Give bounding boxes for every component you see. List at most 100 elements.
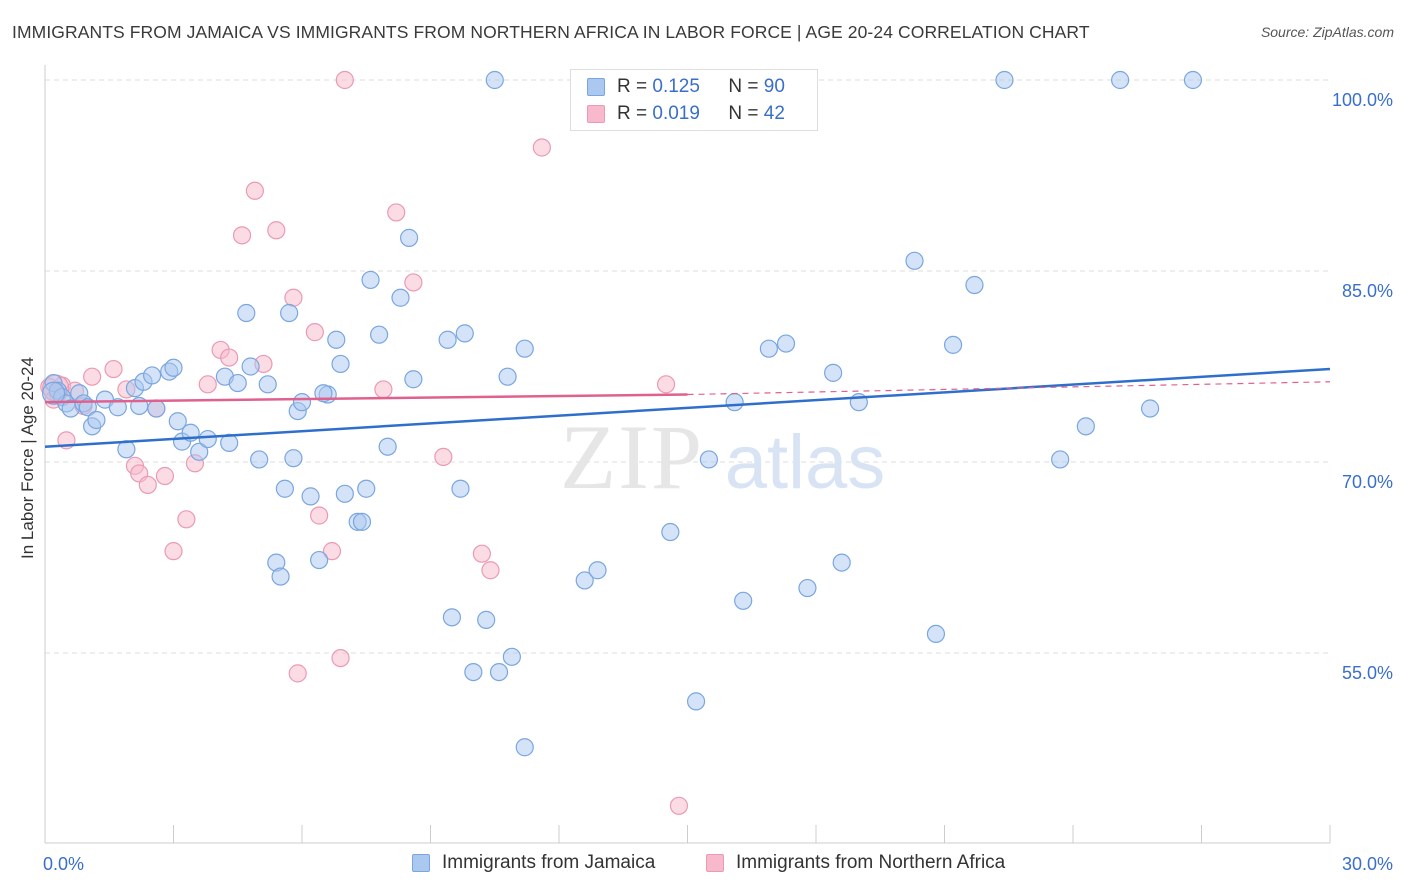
point-jamaica xyxy=(832,553,851,572)
point-jamaica xyxy=(1076,417,1095,436)
point-jamaica xyxy=(575,571,594,590)
point-jamaica xyxy=(228,373,247,393)
point-jamaica xyxy=(798,578,817,598)
legend-r-label: R = xyxy=(617,76,648,97)
legend-row-jamaica: R = 0.125 N = 90 xyxy=(587,76,785,98)
point-jamaica xyxy=(1111,70,1130,90)
point-jamaica xyxy=(190,442,209,461)
point-jamaica xyxy=(284,449,303,468)
point-nafrica xyxy=(532,138,551,157)
series-jamaica-points xyxy=(41,70,1203,757)
watermark-zip: ZIP xyxy=(560,406,704,508)
bottom-legend-jamaica: Immigrants from Jamaica xyxy=(412,852,655,874)
point-jamaica xyxy=(301,487,320,506)
point-jamaica xyxy=(498,367,517,386)
point-jamaica xyxy=(1183,70,1203,90)
point-jamaica xyxy=(734,591,753,610)
point-nafrica xyxy=(104,359,123,379)
point-jamaica xyxy=(168,412,187,431)
y-tick-label: 85.0% xyxy=(1342,281,1393,301)
point-nafrica xyxy=(481,561,500,580)
point-jamaica xyxy=(464,662,483,682)
point-nafrica xyxy=(656,375,676,394)
point-nafrica xyxy=(331,648,350,668)
point-jamaica xyxy=(280,303,299,323)
point-jamaica xyxy=(310,550,329,570)
point-jamaica xyxy=(926,624,946,644)
bottom-legend-label-nafrica: Immigrants from Northern Africa xyxy=(736,852,1006,873)
point-jamaica xyxy=(258,375,277,394)
point-jamaica xyxy=(455,324,474,343)
point-nafrica xyxy=(155,466,175,486)
chart-title: IMMIGRANTS FROM JAMAICA VS IMMIGRANTS FR… xyxy=(12,22,1090,42)
point-jamaica xyxy=(378,437,397,456)
point-jamaica xyxy=(108,398,127,417)
legend-jamaica-r: 0.125 xyxy=(652,76,700,97)
point-jamaica xyxy=(292,393,312,412)
axes xyxy=(44,65,1331,844)
point-nafrica xyxy=(374,380,393,399)
watermark-atlas: atlas xyxy=(725,420,886,505)
tick-labels: 100.0% 85.0% 70.0% 55.0% 0.0% 30.0% xyxy=(43,90,1393,874)
bottom-legend-swatch-nafrica xyxy=(706,854,724,872)
point-nafrica xyxy=(305,323,324,342)
source-label: Source: ZipAtlas.com xyxy=(1260,24,1394,40)
point-nafrica xyxy=(198,375,217,394)
point-jamaica xyxy=(147,399,166,418)
point-jamaica xyxy=(485,70,504,90)
point-jamaica xyxy=(965,275,984,295)
point-jamaica xyxy=(451,479,470,498)
point-jamaica xyxy=(271,567,290,586)
legend-r-label: R = xyxy=(617,103,648,124)
point-nafrica xyxy=(164,542,183,561)
point-nafrica xyxy=(245,181,264,200)
y-tick-label: 55.0% xyxy=(1342,663,1393,683)
point-jamaica xyxy=(275,479,294,498)
point-jamaica xyxy=(442,608,462,627)
legend-jamaica-n: 90 xyxy=(763,76,785,97)
legend-swatch-jamaica xyxy=(587,78,605,96)
grid-lines xyxy=(45,79,1330,654)
point-nafrica xyxy=(472,544,491,563)
x-tick-label: 0.0% xyxy=(43,854,84,874)
trend-lines xyxy=(44,367,1331,448)
point-jamaica xyxy=(335,484,354,503)
point-nafrica xyxy=(267,221,286,240)
point-jamaica xyxy=(399,228,419,247)
point-nafrica xyxy=(335,70,354,90)
point-nafrica xyxy=(284,288,303,307)
point-jamaica xyxy=(327,330,346,349)
point-jamaica xyxy=(438,330,457,349)
point-jamaica xyxy=(352,512,372,531)
point-jamaica xyxy=(759,339,778,358)
point-jamaica xyxy=(1140,399,1160,418)
point-jamaica xyxy=(515,339,534,358)
trendline-jamaica xyxy=(44,367,1331,448)
y-tick-label: 100.0% xyxy=(1332,90,1393,110)
point-jamaica xyxy=(331,354,350,374)
point-jamaica xyxy=(314,384,333,403)
point-jamaica xyxy=(391,288,410,307)
point-nafrica xyxy=(220,348,239,367)
legend: R = 0.125 N = 90 R = 0.019 N = 42 xyxy=(570,69,818,131)
watermark: ZIP atlas xyxy=(560,406,885,508)
y-tick-label: 70.0% xyxy=(1342,472,1393,492)
point-jamaica xyxy=(241,357,260,376)
point-nafrica xyxy=(138,475,157,495)
point-nafrica xyxy=(669,796,689,815)
point-jamaica xyxy=(164,358,183,377)
x-tick-label: 30.0% xyxy=(1342,854,1393,874)
point-jamaica xyxy=(361,270,380,290)
point-nafrica xyxy=(387,203,406,222)
point-nafrica xyxy=(288,664,307,683)
point-jamaica xyxy=(943,335,963,354)
point-jamaica xyxy=(1051,450,1070,469)
point-jamaica xyxy=(87,410,106,430)
point-nafrica xyxy=(434,447,453,467)
point-nafrica xyxy=(232,226,252,245)
point-nafrica xyxy=(310,506,329,525)
point-jamaica xyxy=(502,647,521,666)
bottom-legend-swatch-jamaica xyxy=(412,854,430,872)
point-jamaica xyxy=(489,662,509,682)
